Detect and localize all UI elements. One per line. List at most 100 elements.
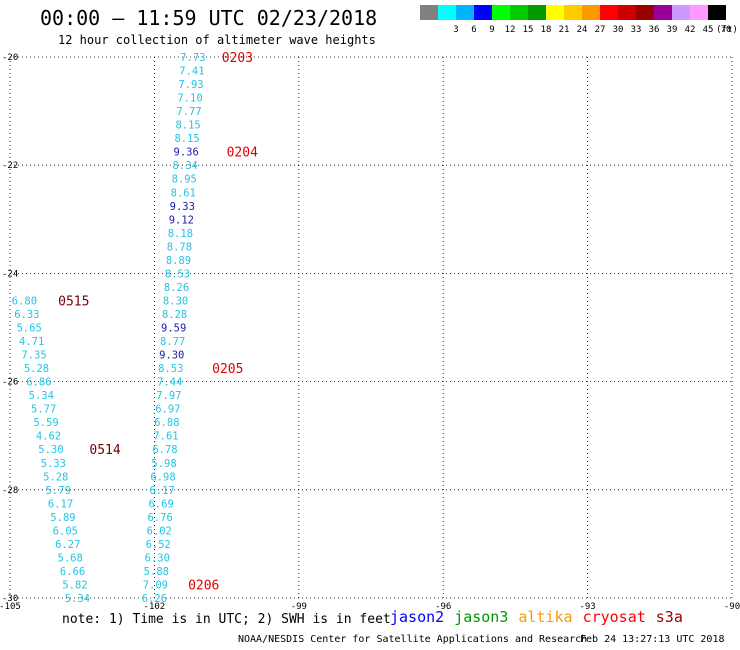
legend-swatch: [510, 5, 528, 20]
legend-label: 39: [666, 25, 678, 35]
map-title: 00:00 — 11:59 UTC 02/23/2018: [40, 6, 378, 30]
wave-height-value: 5.33: [41, 458, 66, 470]
wave-height-value: 9.30: [159, 350, 184, 362]
satellite-name: jason3: [454, 608, 509, 626]
legend-label: 18: [540, 25, 552, 35]
legend-label: 6: [471, 25, 477, 35]
legend-swatch: [636, 5, 654, 20]
wave-height-value: 6.05: [53, 525, 78, 537]
wave-height-value: 5.34: [29, 390, 54, 402]
wave-height-value: 5.59: [33, 417, 58, 429]
wave-height-value: 7.35: [21, 350, 46, 362]
legend-label: 9: [489, 25, 495, 35]
credit-line: NOAA/NESDIS Center for Satellite Applica…: [238, 634, 588, 645]
lat-label: -26: [2, 378, 18, 388]
legend-swatch: [420, 5, 438, 20]
wave-height-value: 8.28: [162, 309, 187, 321]
legend-swatch: [582, 5, 600, 20]
wave-height-value: 9.12: [169, 214, 194, 226]
footnote: note: 1) Time is in UTC; 2) SWH is in fe…: [62, 612, 391, 627]
wave-height-value: 7.97: [156, 390, 181, 402]
legend-label: 24: [576, 25, 588, 35]
legend-swatch: [654, 5, 672, 20]
wave-height-value: 8.61: [171, 187, 196, 199]
pass-time-label: 0515: [58, 294, 89, 309]
wave-height-value: 8.15: [174, 133, 199, 145]
wave-height-value: 5.28: [24, 363, 49, 375]
lon-label: -96: [435, 602, 451, 612]
lon-label: -102: [144, 602, 166, 612]
wave-height-value: 7.10: [177, 93, 202, 105]
wave-height-value: 6.78: [152, 444, 177, 456]
lon-label: -93: [579, 602, 595, 612]
legend-swatch: [672, 5, 690, 20]
lat-label: -20: [2, 53, 18, 63]
wave-height-value: 8.77: [160, 336, 185, 348]
wave-height-value: 6.17: [149, 485, 174, 497]
legend-unit: (ft): [716, 25, 738, 35]
wave-height-value: 7.44: [157, 377, 182, 389]
legend-label: 42: [684, 25, 696, 35]
wave-height-value: 5.30: [38, 444, 63, 456]
wave-height-value: 8.78: [167, 241, 192, 253]
wave-height-value: 6.66: [60, 566, 85, 578]
lat-label: -24: [2, 269, 18, 279]
legend-swatch: [690, 5, 708, 20]
lon-label: -99: [291, 602, 307, 612]
pass-time-label: 0205: [212, 362, 243, 377]
wave-height-value: 6.33: [14, 309, 39, 321]
lat-label: -28: [2, 486, 18, 496]
wave-height-value: 5.68: [58, 552, 83, 564]
wave-height-value: 7.73: [180, 52, 205, 64]
wave-height-value: 4.62: [36, 431, 61, 443]
wave-height-value: 9.33: [170, 201, 195, 213]
wave-height-value: 6.88: [154, 417, 179, 429]
wave-height-value: 8.18: [168, 228, 193, 240]
wave-height-value: 5.34: [65, 593, 90, 605]
legend-label: 21: [558, 25, 570, 35]
legend-label: 27: [594, 25, 606, 35]
wave-height-value: 6.30: [145, 552, 170, 564]
satellite-name: altika: [518, 608, 573, 626]
legend-swatch: [564, 5, 582, 20]
legend-label: 33: [630, 25, 642, 35]
legend-swatch: [438, 5, 456, 20]
pass-time-label: 0203: [222, 51, 253, 66]
wave-height-value: 7.77: [176, 106, 201, 118]
wave-height-value: 9.36: [174, 147, 199, 159]
wave-height-value: 7.93: [178, 79, 203, 91]
wave-height-value: 8.34: [173, 160, 198, 172]
lon-label: -105: [0, 602, 21, 612]
wave-height-value: 5.77: [31, 404, 56, 416]
wave-height-value: 6.26: [142, 593, 167, 605]
wave-height-value: 7.09: [143, 579, 168, 591]
satellite-legend: jason2 jason3 altika cryosat s3a: [390, 608, 693, 626]
wave-height-value: 5.65: [17, 323, 42, 335]
observations: 7.73 7.417.93 7.107.77 8.158.15 9.368.34 8.95…: [12, 51, 258, 605]
legend-label: 36: [648, 25, 660, 35]
wave-height-value: 4.71: [19, 336, 44, 348]
wave-height-value: 5.79: [45, 485, 70, 497]
wave-height-value: 6.98: [150, 471, 175, 483]
wave-height-value: 8.26: [164, 282, 189, 294]
pass-time-label: 0514: [89, 443, 120, 458]
satellite-name: s3a: [655, 608, 683, 626]
legend-swatch: [492, 5, 510, 20]
legend-swatch: [546, 5, 564, 20]
wave-height-value: 6.27: [55, 539, 80, 551]
wave-height-value: 6.76: [148, 512, 173, 524]
legend-label: 15: [522, 25, 534, 35]
legend-label: 3: [453, 25, 459, 35]
legend-swatch: [456, 5, 474, 20]
wave-height-value: 8.15: [175, 120, 200, 132]
legend-swatch: [618, 5, 636, 20]
legend-swatch: [528, 5, 546, 20]
wave-height-value: 5.89: [50, 512, 75, 524]
satellite-name: cryosat: [582, 608, 646, 626]
wave-height-value: 8.30: [163, 295, 188, 307]
map-subtitle: 12 hour collection of altimeter wave hei…: [58, 33, 376, 47]
wave-height-value: 6.69: [148, 498, 173, 510]
legend-label: 45: [702, 25, 714, 35]
wave-height-value: 6.17: [48, 498, 73, 510]
